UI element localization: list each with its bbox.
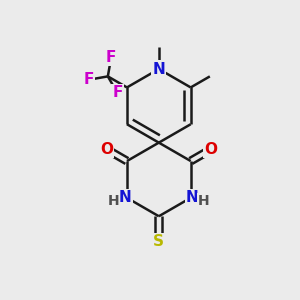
Text: N: N bbox=[186, 190, 199, 205]
Text: N: N bbox=[152, 61, 165, 76]
Text: O: O bbox=[205, 142, 218, 157]
Text: F: F bbox=[106, 50, 116, 65]
Text: H: H bbox=[108, 194, 119, 208]
Text: F: F bbox=[112, 85, 123, 100]
Text: S: S bbox=[153, 234, 164, 249]
Text: F: F bbox=[84, 72, 94, 87]
Text: H: H bbox=[198, 194, 210, 208]
Text: N: N bbox=[119, 190, 132, 205]
Text: O: O bbox=[100, 142, 113, 157]
